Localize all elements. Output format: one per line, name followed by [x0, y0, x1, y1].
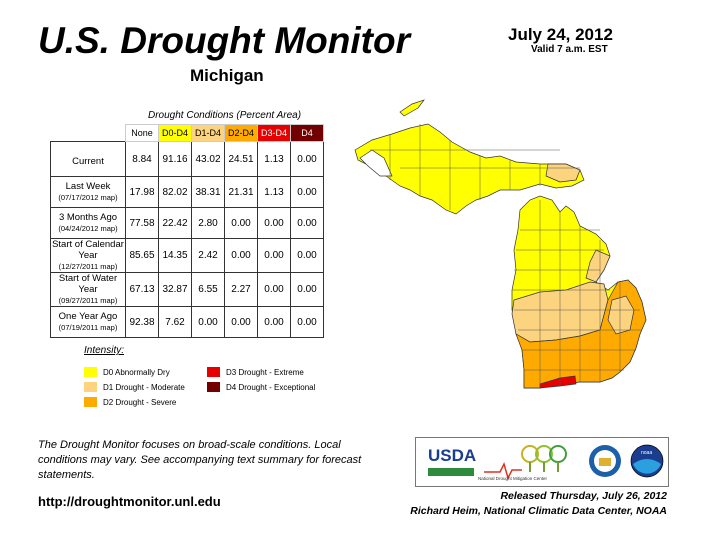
table-row: Start of Water Year (09/27/2011 map) 67.13… — [50, 272, 324, 307]
page-title: U.S. Drought Monitor — [38, 20, 410, 61]
release-info: Released Thursday, July 26, 2012 Richard… — [380, 489, 667, 519]
swatch-d4 — [207, 382, 220, 392]
legend-d2: D2 Drought - Severe — [84, 397, 176, 407]
cell-value: 0.00 — [257, 238, 291, 273]
table-caption: Drought Conditions (Percent Area) — [148, 110, 302, 121]
row-label-date: (09/27/2011 map) — [58, 296, 118, 305]
noaa-logo-text: noaa — [641, 450, 653, 456]
cell-value: 38.31 — [191, 176, 225, 208]
cell-value: 0.00 — [290, 176, 324, 208]
col-d4: D4 — [290, 124, 324, 142]
release-date: Released Thursday, July 26, 2012 — [500, 490, 667, 502]
legend-d0: D0 Abnormally Dry — [84, 367, 170, 377]
table-row: One Year Ago (07/19/2011 map) 92.38 7.62 0.0… — [50, 306, 324, 338]
cell-value: 21.31 — [224, 176, 258, 208]
row-label: One Year Ago (07/19/2011 map) — [50, 306, 126, 338]
swatch-d2 — [84, 397, 97, 407]
legend-label: D0 Abnormally Dry — [103, 367, 170, 377]
cell-value: 92.38 — [125, 306, 159, 338]
cell-value: 2.80 — [191, 207, 225, 239]
col-d1: D1-D4 — [191, 124, 225, 142]
legend-d1: D1 Drought - Moderate — [84, 382, 185, 392]
region-title: Michigan — [190, 66, 264, 85]
ndmc-tree-icon — [484, 445, 567, 481]
col-d0: D0-D4 — [158, 124, 192, 142]
row-label-text: Current — [72, 155, 104, 167]
disclaimer-note: The Drought Monitor focuses on broad-sca… — [38, 439, 362, 481]
cell-value: 1.13 — [257, 176, 291, 208]
legend-label: D3 Drought - Extreme — [226, 367, 304, 377]
commerce-seal-icon — [589, 445, 621, 477]
row-label-text: Start of Calendar Year — [52, 239, 124, 261]
legend-title: Intensity: — [84, 345, 125, 356]
cell-value: 0.00 — [224, 306, 258, 338]
cell-value: 0.00 — [290, 141, 324, 177]
row-label-date: (07/19/2011 map) — [58, 323, 118, 332]
row-label-text: One Year Ago — [58, 311, 118, 322]
lp-d1-east — [585, 249, 611, 283]
cell-value: 0.00 — [290, 306, 324, 338]
legend-label: D4 Drought - Exceptional — [226, 382, 316, 392]
cell-value: 0.00 — [257, 306, 291, 338]
usda-logo: USDA — [428, 446, 477, 465]
row-label-text: Last Week — [65, 181, 111, 192]
legend-d3: D3 Drought - Extreme — [207, 367, 304, 377]
row-label: Start of Calendar Year (12/27/2011 map) — [50, 238, 126, 273]
cell-value: 0.00 — [224, 238, 258, 273]
cell-value: 2.27 — [224, 272, 258, 307]
row-label-date: (12/27/2011 map) — [58, 262, 118, 271]
cell-value: 82.02 — [158, 176, 192, 208]
ndmc-logo-text: National Drought Mitigation Center — [478, 476, 548, 481]
county-lines — [370, 124, 642, 388]
row-label-text: 3 Months Ago — [58, 212, 118, 223]
upper-peninsula — [354, 123, 585, 215]
agency-logos: USDA National Drought Mitigation Center … — [415, 437, 669, 487]
website-link[interactable]: http://droughtmonitor.unl.edu — [38, 494, 221, 509]
cell-value: 2.42 — [191, 238, 225, 273]
swatch-d1 — [84, 382, 97, 392]
row-label-date: (04/24/2012 map) — [58, 224, 118, 233]
table-row: Start of Calendar Year (12/27/2011 map) 85… — [50, 238, 324, 273]
valid-time: Valid 7 a.m. EST — [531, 44, 608, 55]
swatch-d3 — [207, 367, 220, 377]
cell-value: 17.98 — [125, 176, 159, 208]
cell-value: 0.00 — [191, 306, 225, 338]
table-row: Last Week (07/17/2012 map) 17.98 82.02 38.31… — [50, 176, 324, 208]
up-d1-north — [545, 163, 581, 183]
cell-value: 8.84 — [125, 141, 159, 177]
row-label-text: Start of Water Year — [58, 273, 118, 295]
cell-value: 22.42 — [158, 207, 192, 239]
row-label: Start of Water Year (09/27/2011 map) — [50, 272, 126, 307]
legend-d4: D4 Drought - Exceptional — [207, 382, 315, 392]
table-header: None D0-D4 D1-D4 D2-D4 D3-D4 D4 — [51, 124, 324, 142]
usda-logo-field — [428, 468, 474, 476]
noaa-logo-icon — [630, 444, 664, 478]
row-label-date: (07/17/2012 map) — [58, 193, 118, 202]
table-row: 3 Months Ago (04/24/2012 map) 77.58 22.42 2.… — [50, 207, 324, 239]
drought-table: None D0-D4 D1-D4 D2-D4 D3-D4 D4 Current 8… — [50, 124, 324, 338]
cell-value: 7.62 — [158, 306, 192, 338]
cell-value: 0.00 — [257, 272, 291, 307]
col-none: None — [125, 124, 159, 142]
cell-value: 43.02 — [191, 141, 225, 177]
swatch-d0 — [84, 367, 97, 377]
isle-royale — [399, 99, 425, 117]
map-date: July 24, 2012 — [508, 25, 613, 44]
legend-label: D2 Drought - Severe — [103, 397, 177, 407]
legend-label: D1 Drought - Moderate — [103, 382, 185, 392]
cell-value: 0.00 — [290, 272, 324, 307]
author-credit: Richard Heim, National Climatic Data Cen… — [410, 505, 667, 517]
